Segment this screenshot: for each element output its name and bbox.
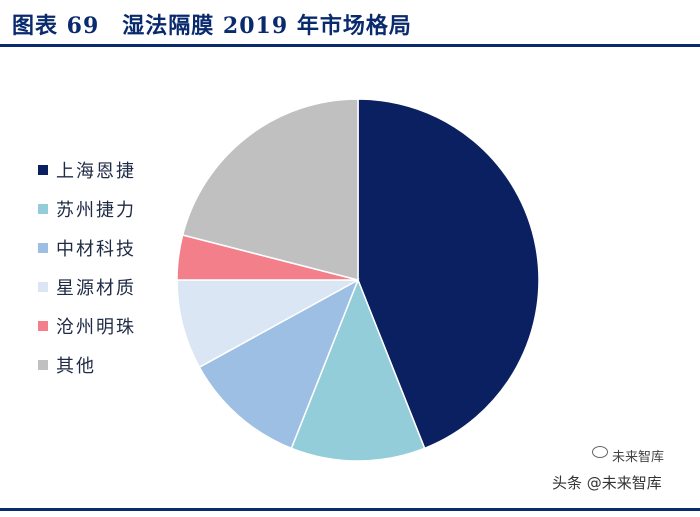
legend-label: 中材科技 — [56, 238, 136, 260]
legend-label: 上海恩捷 — [56, 160, 136, 182]
legend-label: 其他 — [56, 355, 96, 377]
pie-slice-3 — [198, 278, 360, 450]
legend-label: 沧州明珠 — [56, 316, 136, 338]
title-divider — [0, 44, 700, 47]
pie-slice-6 — [181, 98, 359, 281]
legend-swatch — [38, 203, 48, 214]
pie-slice-4 — [176, 279, 359, 369]
chart-title: 图表 69 湿法隔膜 2019 年市场格局 — [12, 13, 412, 39]
legend-swatch — [38, 320, 48, 331]
watermark: 头条 @未来智库 — [552, 474, 662, 492]
watermark-logo-icon — [592, 446, 608, 458]
legend-item: 中材科技 — [38, 228, 178, 267]
legend-swatch — [38, 164, 48, 175]
watermark-brand: 未来智库 — [612, 450, 665, 465]
chart-legend: 上海恩捷 苏州捷力 中材科技 星源材质 沧州明珠 其他 — [38, 150, 178, 384]
title-bar: 图表 69 湿法隔膜 2019 年市场格局 — [0, 0, 700, 44]
legend-swatch — [38, 242, 48, 253]
legend-swatch — [38, 359, 48, 370]
legend-swatch — [38, 281, 48, 292]
legend-item: 苏州捷力 — [38, 189, 178, 228]
legend-label: 星源材质 — [56, 277, 136, 299]
pie-slice-2 — [290, 277, 426, 462]
bottom-divider — [0, 508, 700, 511]
legend-item: 星源材质 — [38, 267, 178, 306]
legend-label: 苏州捷力 — [56, 199, 136, 221]
legend-item: 沧州明珠 — [38, 306, 178, 345]
pie-slice-1 — [357, 98, 540, 450]
legend-item: 上海恩捷 — [38, 150, 178, 189]
legend-item: 其他 — [38, 345, 178, 384]
